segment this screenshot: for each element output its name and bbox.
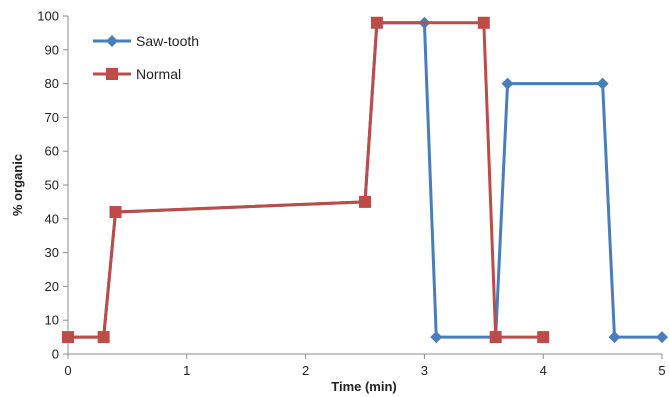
y-tick-label: 80 — [45, 76, 59, 91]
data-point-normal — [109, 206, 122, 219]
data-point-normal — [370, 16, 383, 29]
legend-marker — [106, 68, 118, 80]
y-tick-label: 60 — [45, 144, 59, 159]
data-point-saw-tooth — [430, 331, 443, 344]
x-tick-label: 4 — [540, 363, 547, 378]
x-tick-label: 3 — [421, 363, 428, 378]
data-point-normal — [489, 331, 502, 344]
legend-label: Saw-tooth — [136, 33, 199, 49]
y-tick-label: 10 — [45, 313, 59, 328]
y-tick-label: 50 — [45, 178, 59, 193]
y-tick-label: 30 — [45, 245, 59, 260]
legend-label: Normal — [136, 66, 181, 82]
data-point-normal — [97, 331, 110, 344]
y-tick-label: 90 — [45, 42, 59, 57]
legend-marker — [106, 35, 118, 47]
data-point-saw-tooth — [656, 331, 668, 344]
y-axis-title: % organic — [10, 154, 25, 216]
x-tick-label: 1 — [183, 363, 190, 378]
data-point-saw-tooth — [501, 77, 514, 90]
y-tick-label: 40 — [45, 211, 59, 226]
y-tick-label: 0 — [52, 347, 59, 362]
data-point-normal — [359, 195, 371, 208]
data-point-saw-tooth — [596, 77, 609, 90]
series-normal — [62, 16, 550, 344]
y-ticks: 0 10 20 30 40 50 60 70 80 90 100 — [37, 9, 68, 362]
series-layer — [62, 16, 668, 344]
data-point-saw-tooth — [608, 331, 621, 344]
x-tick-label: 5 — [658, 363, 665, 378]
y-tick-label: 70 — [45, 110, 59, 125]
x-axis-title: Time (min) — [331, 379, 397, 394]
series-line-normal — [68, 21, 544, 339]
legend: Saw-tooth Normal — [93, 33, 199, 82]
x-tick-label: 2 — [302, 363, 309, 378]
data-point-normal — [477, 16, 490, 29]
legend-item-normal: Normal — [93, 66, 181, 82]
x-tick-label: 0 — [64, 363, 71, 378]
y-tick-label: 20 — [45, 279, 59, 294]
data-point-normal — [537, 331, 550, 344]
legend-item-saw-tooth: Saw-tooth — [93, 33, 199, 49]
y-tick-label: 100 — [37, 9, 59, 24]
x-ticks: 0 1 2 3 4 5 — [64, 354, 666, 378]
data-point-normal — [62, 331, 74, 344]
